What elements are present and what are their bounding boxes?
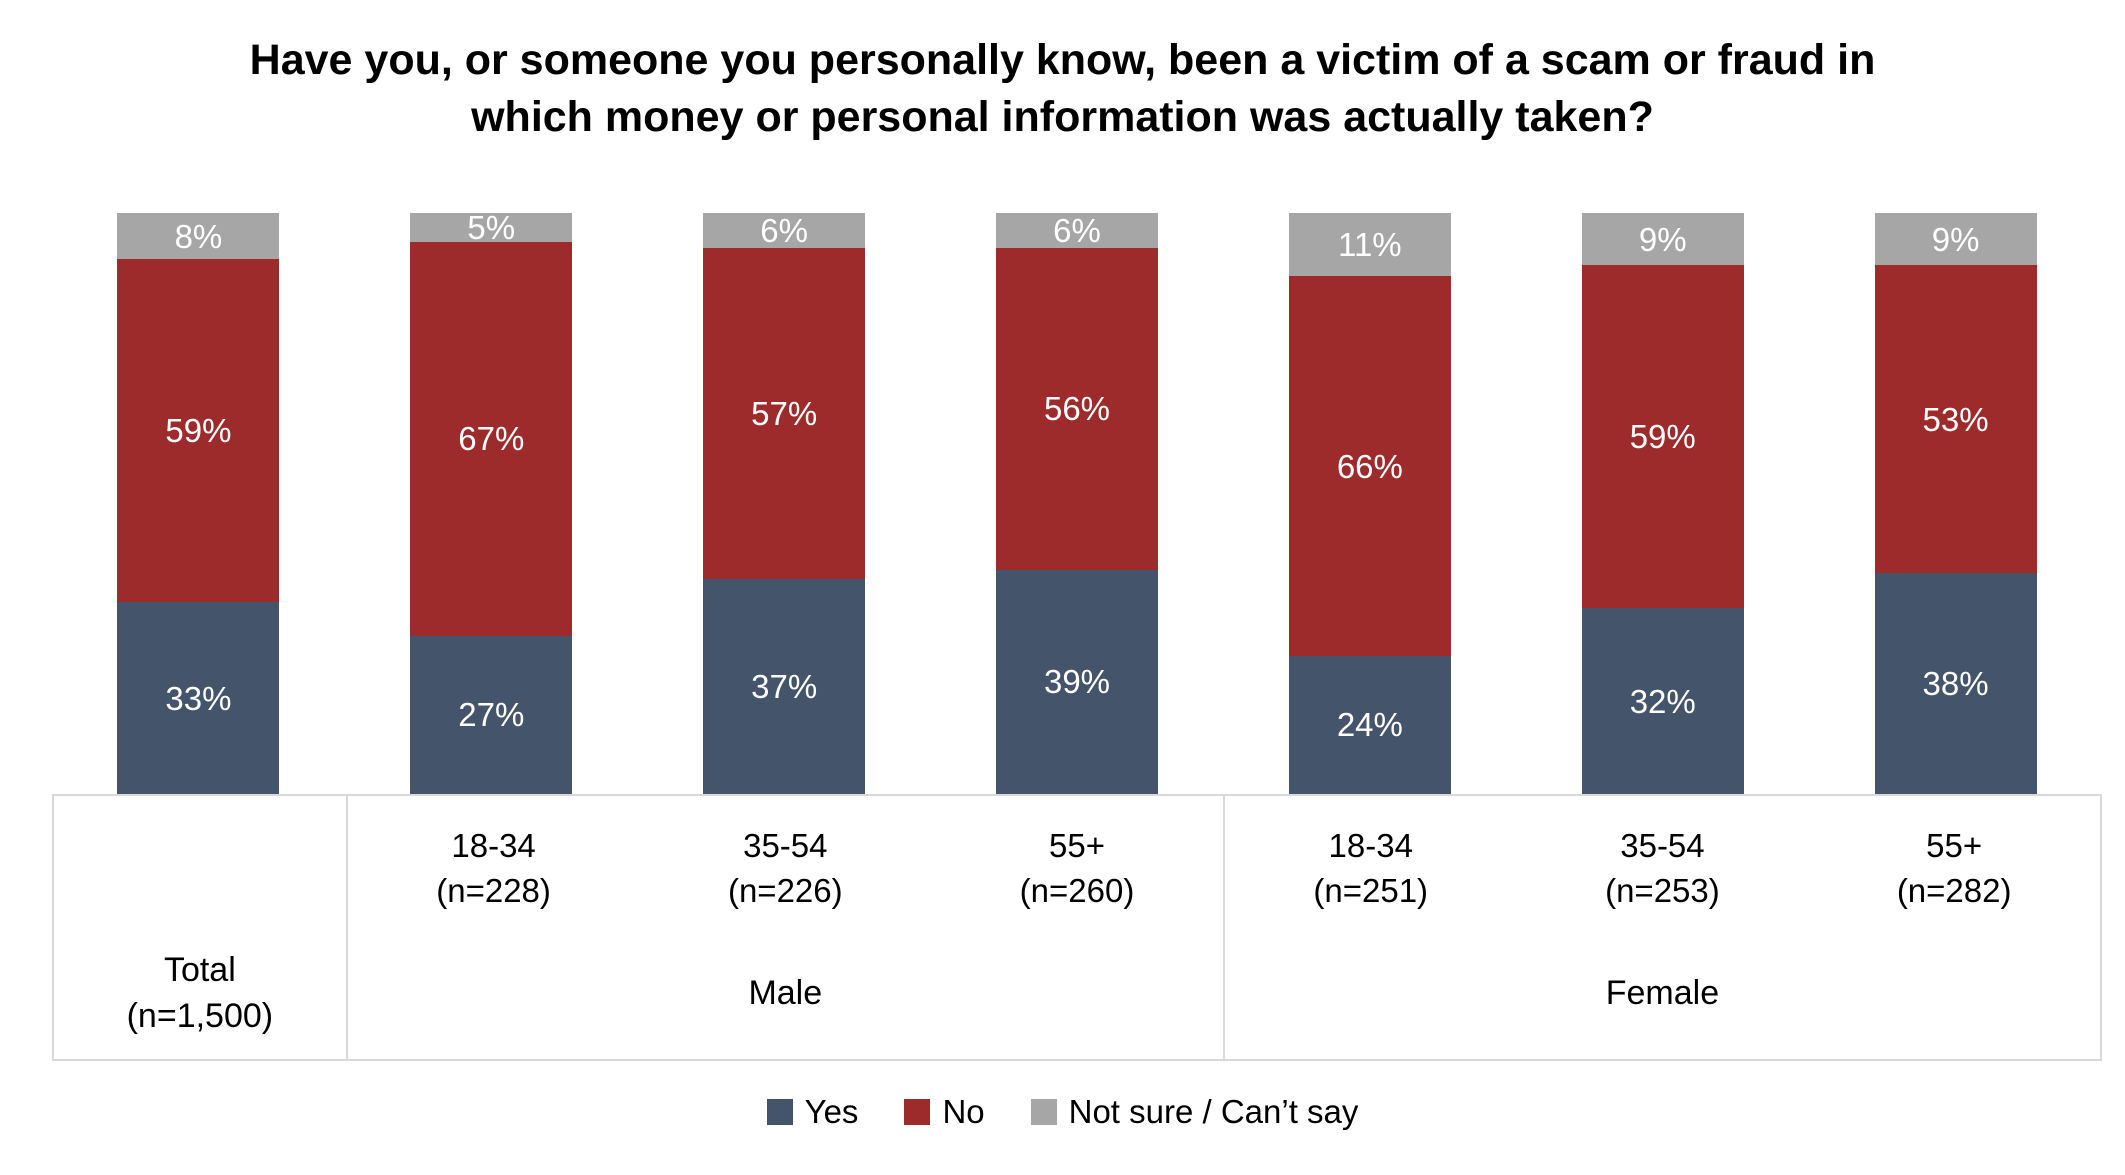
stacked-bar: 11% 66% 24% xyxy=(1288,213,1451,794)
bar-segment-yes: 33% xyxy=(117,602,280,794)
bar-value-label: 32% xyxy=(1629,682,1696,720)
stacked-bar: 5% 67% 27% xyxy=(410,209,573,794)
bar-value-label: 6% xyxy=(1053,211,1101,249)
bar-segment-yes: 32% xyxy=(1581,608,1744,794)
bar-segment-no: 59% xyxy=(117,259,280,603)
axis-age-label: 55+ (n=260) xyxy=(1019,827,1135,909)
axis-age-row: 18-34 (n=251) 35-54 (n=253) 55+ (n=282) xyxy=(1225,796,2100,928)
axis-group-label: Total (n=1,500) xyxy=(126,950,274,1035)
stacked-bar: 6% 56% 39% xyxy=(996,213,1158,794)
bar-value-label: 9% xyxy=(1638,220,1687,258)
bars-area: 8% 59% 33% 5% 67% 27% 6% 57% 37% 6% 56% 39% 11% 66% 24… xyxy=(52,209,2102,794)
bar-value-label: 37% xyxy=(751,668,818,705)
bar-segment-yes: 37% xyxy=(703,579,866,794)
bar-value-label: 8% xyxy=(174,217,223,255)
axis-age-label: 35-54 (n=253) xyxy=(1605,827,1720,909)
axis-age-label: 55+ (n=282) xyxy=(1896,827,2012,909)
bar-column: 6% 57% 37% xyxy=(638,213,931,794)
bar-value-label: 39% xyxy=(1043,663,1111,701)
axis-group-row: Total (n=1,500) xyxy=(54,928,346,1059)
bar-segment-yes: 27% xyxy=(410,635,573,794)
axis-section-male: 18-34 (n=228) 35-54 (n=226) 55+ (n=260) Male xyxy=(348,796,1225,1059)
plot-area: 8% 59% 33% 5% 67% 27% 6% 57% 37% 6% 56% 39% 11% 66% 24… xyxy=(52,209,2102,1061)
bar-value-label: 53% xyxy=(1922,400,1989,438)
bar-segment-yes: 39% xyxy=(996,569,1158,794)
bar-segment-yes: 24% xyxy=(1288,655,1451,794)
axis-age-label: 35-54 (n=226) xyxy=(727,827,843,909)
chart-title-line1: Have you, or someone you personally know… xyxy=(249,36,1876,84)
bar-value-label: 56% xyxy=(1043,390,1111,428)
bar-column: 9% 59% 32% xyxy=(1516,213,1809,794)
legend-label-yes: Yes xyxy=(804,1093,859,1130)
axis-group-row: Male xyxy=(348,928,1223,1059)
bar-value-label: 38% xyxy=(1922,665,1989,703)
bar-value-label: 59% xyxy=(1629,418,1696,456)
bar-value-label: 6% xyxy=(760,211,808,249)
bar-value-label: 5% xyxy=(467,209,516,247)
legend: Yes No Not sure / Can’t say xyxy=(0,1095,2125,1128)
stacked-bar: 8% 59% 33% xyxy=(117,213,280,794)
bar-segment-no: 56% xyxy=(996,247,1158,570)
axis-age-row xyxy=(54,796,346,928)
bar-column: 8% 59% 33% xyxy=(52,213,345,794)
legend-label-not-sure: Not sure / Can’t say xyxy=(1068,1093,1359,1130)
bar-column: 9% 53% 38% xyxy=(1809,213,2102,794)
bar-segment-no: 66% xyxy=(1288,276,1451,656)
stacked-bar: 6% 57% 37% xyxy=(703,211,866,794)
bar-segment-no: 67% xyxy=(410,242,573,636)
bar-value-label: 67% xyxy=(458,420,525,458)
bar-column: 11% 66% 24% xyxy=(1223,213,1516,794)
bar-segment-not-sure-can-t-say: 8% xyxy=(117,213,280,260)
bar-segment-not-sure-can-t-say: 6% xyxy=(703,211,866,249)
bar-segment-not-sure-can-t-say: 11% xyxy=(1288,213,1451,277)
legend-item-not-sure: Not sure / Can’t say xyxy=(1030,1093,1359,1130)
bar-value-label: 57% xyxy=(751,394,818,432)
bar-value-label: 11% xyxy=(1338,226,1402,264)
legend-label-no: No xyxy=(942,1093,985,1130)
bar-segment-no: 57% xyxy=(703,247,866,580)
bar-segment-no: 53% xyxy=(1874,265,2037,574)
chart-title-line2: which money or personal information was … xyxy=(471,92,1654,141)
bar-value-label: 27% xyxy=(458,696,525,734)
chart-title: Have you, or someone you personally know… xyxy=(0,32,2125,146)
axis-section-total: Total (n=1,500) xyxy=(54,796,348,1059)
stacked-bar: 9% 59% 32% xyxy=(1581,213,1744,794)
bar-value-label: 66% xyxy=(1336,447,1403,485)
axis-section-female: 18-34 (n=251) 35-54 (n=253) 55+ (n=282) Female xyxy=(1225,796,2100,1059)
bar-value-label: 9% xyxy=(1931,220,1980,258)
bar-column: 6% 56% 39% xyxy=(931,213,1224,794)
legend-swatch-no xyxy=(904,1098,931,1125)
bar-segment-not-sure-can-t-say: 5% xyxy=(410,209,573,247)
bar-value-label: 24% xyxy=(1336,706,1403,744)
stacked-bar: 9% 53% 38% xyxy=(1874,213,2037,794)
legend-swatch-not-sure xyxy=(1030,1098,1057,1125)
bar-value-label: 59% xyxy=(165,412,232,450)
axis-table: Total (n=1,500) 18-34 (n=228) 35-54 (n=226) 55… xyxy=(52,794,2102,1061)
axis-age-label: 18-34 (n=228) xyxy=(436,827,551,909)
bars-section-male: 5% 67% 27% 6% 57% 37% 6% 56% 39% xyxy=(345,209,1224,794)
bar-segment-yes: 38% xyxy=(1874,573,2037,794)
bar-segment-not-sure-can-t-say: 9% xyxy=(1581,213,1744,266)
axis-group-label: Female xyxy=(1605,973,1720,1012)
axis-group-row: Female xyxy=(1225,928,2100,1059)
axis-group-label: Male xyxy=(748,973,823,1012)
bars-section-total: 8% 59% 33% xyxy=(52,213,345,794)
legend-item-yes: Yes xyxy=(766,1093,859,1130)
bar-column: 5% 67% 27% xyxy=(345,209,638,794)
bar-segment-not-sure-can-t-say: 6% xyxy=(996,213,1158,248)
legend-swatch-yes xyxy=(766,1098,793,1125)
axis-age-row: 18-34 (n=228) 35-54 (n=226) 55+ (n=260) xyxy=(348,796,1223,928)
legend-item-no: No xyxy=(904,1093,985,1130)
bars-section-female: 11% 66% 24% 9% 59% 32% 9% 53% 38% xyxy=(1223,213,2102,794)
bar-value-label: 33% xyxy=(165,679,232,717)
axis-age-label: 18-34 (n=251) xyxy=(1313,827,1429,909)
bar-segment-not-sure-can-t-say: 9% xyxy=(1874,213,2037,266)
bar-segment-no: 59% xyxy=(1581,265,1744,609)
